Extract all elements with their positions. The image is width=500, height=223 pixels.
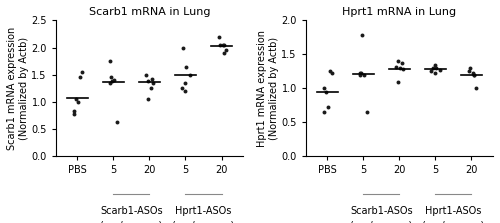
Point: [215, 35, 223, 39]
Point: [74, 100, 82, 104]
Text: Scarb1-ASOs: Scarb1-ASOs: [100, 206, 163, 216]
Y-axis label: Scarb1 mRNA expression
(Normalized by Actb): Scarb1 mRNA expression (Normalized by Ac…: [7, 27, 28, 150]
Point: [358, 34, 366, 37]
Point: [108, 79, 116, 83]
Point: [186, 73, 194, 76]
Point: [113, 120, 121, 124]
Point: [148, 81, 156, 85]
Point: [219, 43, 227, 47]
Point: [76, 76, 84, 79]
Point: [320, 87, 328, 90]
Point: [398, 61, 406, 64]
Point: [324, 105, 332, 109]
Point: [356, 73, 364, 76]
Point: [394, 59, 402, 63]
Point: [320, 110, 328, 114]
Point: [144, 97, 152, 101]
Point: [322, 90, 330, 93]
Point: [356, 72, 364, 75]
Text: Hprt1-ASOs: Hprt1-ASOs: [176, 206, 232, 216]
Point: [144, 79, 152, 83]
Point: [431, 72, 439, 75]
Point: [394, 80, 402, 83]
Point: [70, 109, 78, 113]
Point: [326, 70, 334, 73]
Point: [328, 72, 336, 75]
Point: [106, 59, 114, 63]
Point: [363, 110, 371, 114]
Point: [78, 70, 86, 74]
Point: [470, 73, 478, 76]
Point: [142, 73, 150, 76]
Point: [392, 65, 400, 68]
Point: [432, 66, 440, 70]
Text: (μg / mouse): (μg / mouse): [172, 221, 234, 223]
Point: [107, 76, 115, 79]
Point: [70, 112, 78, 116]
Point: [146, 87, 154, 90]
Point: [472, 87, 480, 90]
Point: [468, 72, 476, 75]
Point: [466, 66, 473, 70]
Text: Hprt1-ASOs: Hprt1-ASOs: [426, 206, 482, 216]
Point: [465, 70, 473, 73]
Point: [360, 73, 368, 76]
Point: [216, 43, 224, 47]
Point: [178, 87, 186, 90]
Title: Hprt1 mRNA in Lung: Hprt1 mRNA in Lung: [342, 7, 456, 17]
Point: [181, 81, 189, 85]
Point: [180, 46, 188, 50]
Point: [428, 70, 436, 73]
Point: [220, 51, 228, 55]
Point: [148, 77, 156, 81]
Point: [436, 68, 444, 72]
Text: (μg / mouse): (μg / mouse): [422, 221, 484, 223]
Point: [396, 66, 404, 70]
Point: [72, 97, 80, 101]
Point: [398, 68, 406, 71]
Point: [110, 78, 118, 82]
Text: (μg / mouse): (μg / mouse): [350, 221, 412, 223]
Point: [430, 66, 438, 70]
Point: [220, 43, 228, 47]
Text: (μg / mouse): (μg / mouse): [100, 221, 162, 223]
Point: [181, 89, 189, 93]
Title: Scarb1 mRNA in Lung: Scarb1 mRNA in Lung: [88, 7, 210, 17]
Point: [431, 63, 439, 66]
Text: Scarb1-ASOs: Scarb1-ASOs: [350, 206, 412, 216]
Y-axis label: Hprt1 mRNA expression
(Normalized by Actb): Hprt1 mRNA expression (Normalized by Act…: [257, 30, 278, 147]
Point: [470, 73, 478, 76]
Point: [357, 71, 365, 74]
Point: [222, 49, 230, 52]
Point: [106, 81, 114, 85]
Point: [182, 65, 190, 68]
